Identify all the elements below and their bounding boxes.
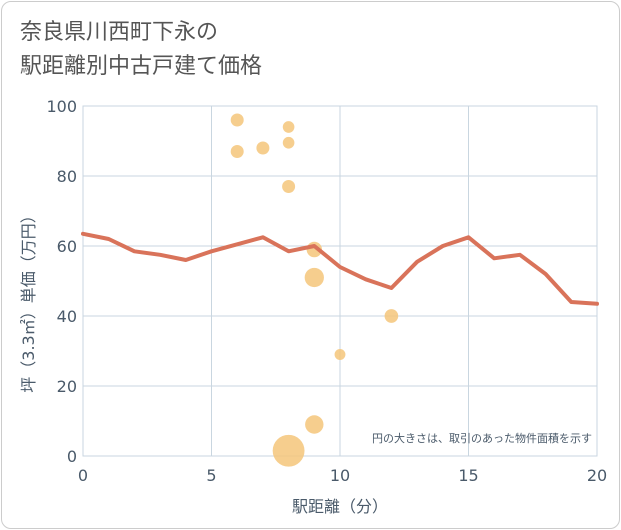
y-tick-label-3: 60 — [57, 237, 77, 256]
x-tick-label-1: 5 — [206, 466, 216, 485]
x-axis-label: 駅距離（分） — [292, 497, 388, 516]
y-axis-label: 坪（3.3㎡）単価（万円） — [19, 207, 38, 392]
bubble-point-5 — [282, 180, 296, 193]
y-tick-label-0: 0 — [67, 447, 77, 466]
grid-lines — [82, 105, 598, 457]
bubble-point-0 — [230, 113, 244, 127]
bubble-point-9 — [305, 415, 324, 434]
bubble-point-6 — [272, 434, 305, 467]
bubble-point-10 — [334, 349, 346, 360]
price-line — [81, 231, 599, 306]
y-tick-label-2: 40 — [57, 307, 77, 326]
bubble-point-4 — [282, 136, 295, 149]
x-tick-label-4: 20 — [587, 466, 607, 485]
x-tick-label-3: 15 — [458, 466, 478, 485]
axis-ticks: 0 5 10 15 20 0 20 40 60 80 100 — [46, 97, 607, 485]
bubble-point-3 — [282, 121, 295, 133]
chart-title-line1: 奈良県川西町下永の — [20, 20, 219, 45]
y-tick-label-5: 100 — [46, 97, 77, 116]
chart-title: 奈良県川西町下永の 駅距離別中古戸建て価格 — [20, 16, 262, 84]
bubble-point-1 — [230, 145, 244, 158]
price-line-series — [81, 231, 599, 306]
bubble-point-11 — [384, 309, 399, 323]
x-tick-label-0: 0 — [78, 466, 88, 485]
y-tick-label-4: 80 — [57, 167, 77, 186]
bubble-point-2 — [256, 141, 270, 155]
bubble-size-note: 円の大きさは、取引のあった物件面積を示す — [372, 431, 592, 445]
y-tick-label-1: 20 — [57, 377, 77, 396]
chart-title-line2: 駅距離別中古戸建て価格 — [20, 54, 263, 79]
x-tick-label-2: 10 — [330, 466, 350, 485]
bubble-point-8 — [304, 267, 324, 288]
